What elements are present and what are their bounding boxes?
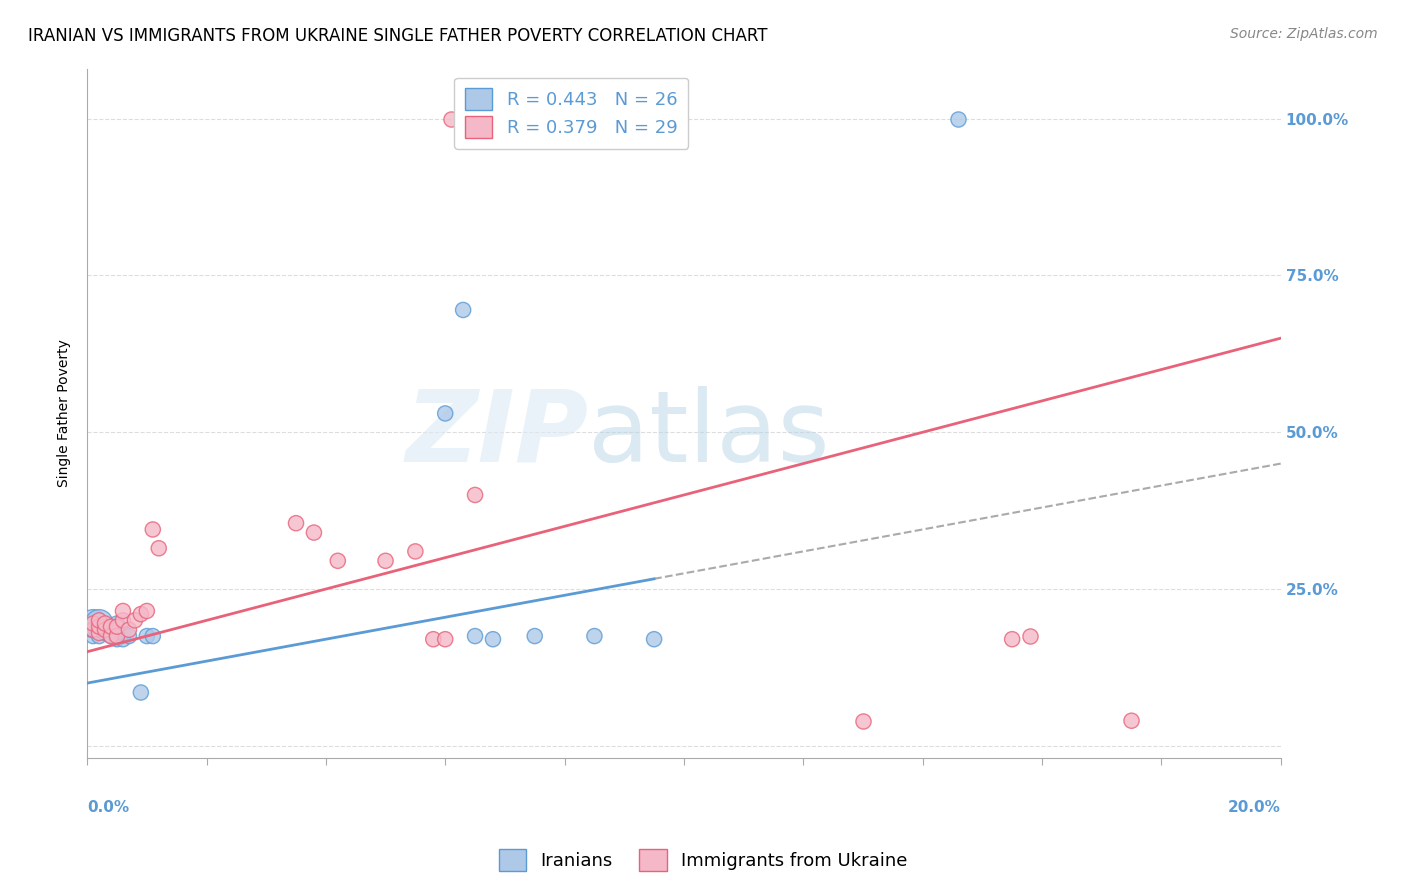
Point [129,607,152,621]
Point [129,685,152,699]
Point [94,616,117,631]
Point [404,544,426,558]
Point [948,112,970,126]
Point [302,525,325,540]
Point [464,488,486,502]
Point [82,629,104,643]
Point [142,523,165,537]
Point [94,623,117,637]
Point [422,632,444,647]
Text: ZIP: ZIP [405,385,589,483]
Point [87,620,110,634]
Legend: Iranians, Immigrants from Ukraine: Iranians, Immigrants from Ukraine [491,842,915,879]
Point [111,613,134,627]
Point [82,623,104,637]
Point [105,629,128,643]
Point [523,629,546,643]
Point [124,613,146,627]
Point [1121,714,1143,728]
Text: 0.0%: 0.0% [87,800,129,814]
Point [135,629,157,643]
Point [87,623,110,637]
Point [440,112,463,126]
Point [100,623,122,637]
Point [111,604,134,618]
Point [482,632,505,647]
Point [100,629,122,643]
Point [434,632,457,647]
Text: 20.0%: 20.0% [1227,800,1281,814]
Point [105,632,128,647]
Y-axis label: Single Father Poverty: Single Father Poverty [58,340,72,487]
Point [451,302,474,317]
Point [87,616,110,631]
Point [94,626,117,640]
Point [374,554,396,568]
Text: Source: ZipAtlas.com: Source: ZipAtlas.com [1230,27,1378,41]
Point [105,616,128,631]
Point [1019,629,1042,643]
Point [643,632,665,647]
Point [1001,632,1024,647]
Point [111,632,134,647]
Text: atlas: atlas [589,385,830,483]
Point [434,406,457,420]
Text: IRANIAN VS IMMIGRANTS FROM UKRAINE SINGLE FATHER POVERTY CORRELATION CHART: IRANIAN VS IMMIGRANTS FROM UKRAINE SINGL… [28,27,768,45]
Point [87,629,110,643]
Point [82,616,104,631]
Point [111,626,134,640]
Legend: R = 0.443   N = 26, R = 0.379   N = 29: R = 0.443 N = 26, R = 0.379 N = 29 [454,78,688,149]
Point [105,626,128,640]
Point [285,516,308,531]
Point [100,620,122,634]
Point [82,623,104,637]
Point [583,629,606,643]
Point [118,623,141,637]
Point [135,604,157,618]
Point [148,541,170,556]
Point [326,554,349,568]
Point [87,626,110,640]
Point [142,629,165,643]
Point [82,616,104,631]
Point [118,629,141,643]
Point [100,629,122,643]
Point [105,620,128,634]
Point [87,613,110,627]
Point [464,629,486,643]
Point [94,620,117,634]
Point [852,714,875,728]
